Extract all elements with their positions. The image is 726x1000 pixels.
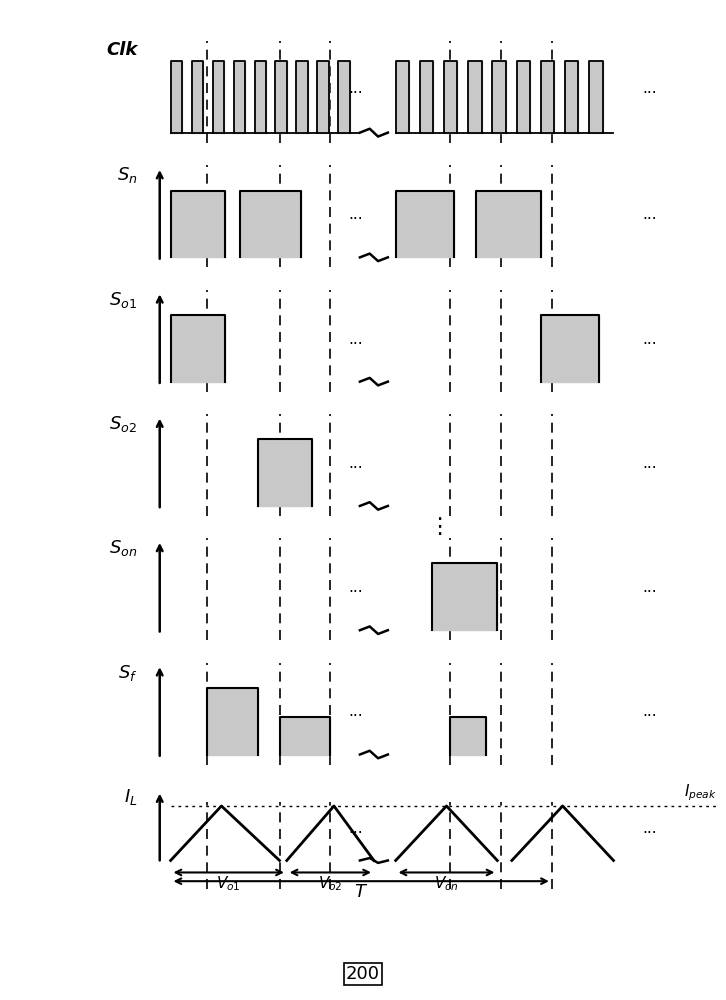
Text: $V_{o1}$: $V_{o1}$ [216, 875, 241, 893]
Text: $S_{o2}$: $S_{o2}$ [110, 414, 137, 434]
Text: $S_{o1}$: $S_{o1}$ [110, 290, 137, 310]
Text: $V_{o2}$: $V_{o2}$ [318, 875, 343, 893]
Text: ···: ··· [348, 461, 363, 476]
Text: ···: ··· [643, 337, 657, 352]
Text: ···: ··· [348, 585, 363, 600]
Text: ···: ··· [643, 86, 657, 101]
Text: ···: ··· [348, 826, 363, 841]
Text: ···: ··· [643, 585, 657, 600]
Text: $I_{peak}$: $I_{peak}$ [684, 783, 717, 803]
Text: $V_{on}$: $V_{on}$ [434, 875, 459, 893]
Text: $S_{on}$: $S_{on}$ [109, 538, 137, 558]
Text: ···: ··· [348, 709, 363, 724]
Text: $S_n$: $S_n$ [117, 165, 137, 185]
Text: ···: ··· [348, 86, 363, 101]
Text: Clk: Clk [106, 41, 137, 59]
Text: $S_f$: $S_f$ [118, 663, 137, 683]
Text: $T$: $T$ [354, 883, 368, 901]
Text: $I_L$: $I_L$ [123, 787, 137, 807]
Text: ···: ··· [643, 461, 657, 476]
Text: ···: ··· [643, 709, 657, 724]
Text: ···: ··· [643, 826, 657, 841]
Text: 200: 200 [346, 965, 380, 983]
Text: ···: ··· [348, 337, 363, 352]
Text: ⋮: ⋮ [428, 517, 450, 537]
Text: ···: ··· [348, 212, 363, 227]
Text: ···: ··· [643, 212, 657, 227]
